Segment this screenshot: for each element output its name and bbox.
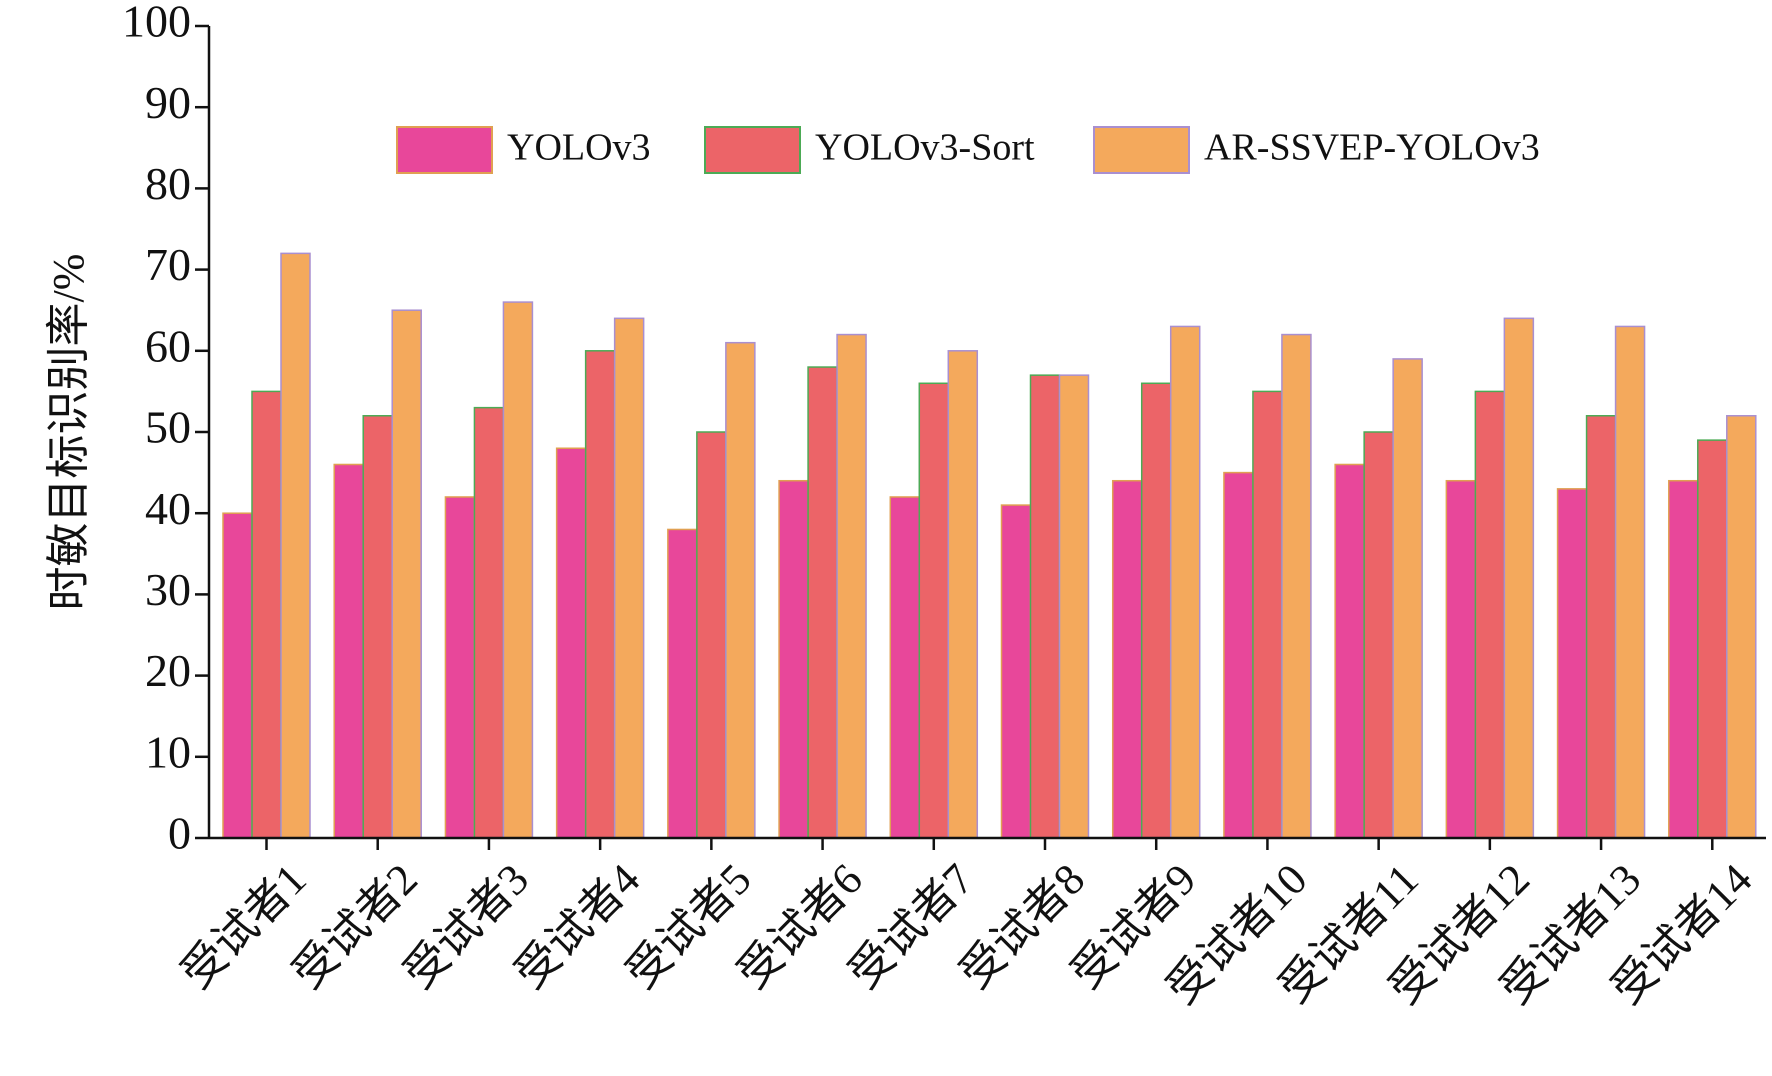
bar-yolov3-sort-4 xyxy=(584,350,616,839)
bar-yolov3-sort-5 xyxy=(696,431,727,839)
legend: YOLOv3 YOLOv3-Sort AR-SSVEP-YOLOv3 xyxy=(396,126,1540,174)
y-tick-label: 30 xyxy=(145,564,191,615)
bar-ar-ssvep-yolov3-10 xyxy=(1281,333,1312,839)
bar-yolov3-1 xyxy=(222,512,253,839)
bar-yolov3-7 xyxy=(889,496,921,839)
bar-yolov3-sort-8 xyxy=(1029,374,1061,839)
y-tick-label: 70 xyxy=(145,239,191,290)
legend-swatch xyxy=(704,126,801,174)
bar-yolov3-sort-3 xyxy=(473,406,505,839)
bar-ar-ssvep-yolov3-4 xyxy=(613,317,645,839)
x-tick-label: 受试者7 xyxy=(839,854,983,998)
x-tick-label: 受试者6 xyxy=(728,854,872,998)
bar-yolov3-4 xyxy=(555,447,587,839)
bar-yolov3-5 xyxy=(667,528,698,839)
legend-label: YOLOv3 xyxy=(507,127,651,169)
y-axis-label: 时敏目标识别率/% xyxy=(44,254,93,611)
y-ticks: 0 10 20 30 40 50 60 70 80 90 100 xyxy=(122,0,209,859)
x-tick-label: 受试者2 xyxy=(283,854,427,998)
bar-ar-ssvep-yolov3-5 xyxy=(725,341,756,839)
bar-yolov3-14 xyxy=(1668,479,1699,839)
bar-yolov3-sort-14 xyxy=(1697,439,1728,839)
y-tick-label: 100 xyxy=(122,0,191,47)
bar-yolov3-13 xyxy=(1556,488,1588,839)
bar-yolov3-2 xyxy=(333,463,364,839)
bar-yolov3-11 xyxy=(1334,463,1365,839)
y-tick-label: 80 xyxy=(145,158,191,209)
bar-yolov3-8 xyxy=(1000,504,1032,839)
legend-label: AR-SSVEP-YOLOv3 xyxy=(1204,127,1540,169)
bar-yolov3-12 xyxy=(1445,479,1477,839)
bar-yolov3-3 xyxy=(444,496,476,839)
legend-swatch xyxy=(396,126,493,174)
x-ticks: 受试者1受试者2受试者3受试者4受试者5受试者6受试者7受试者8受试者9受试者1… xyxy=(172,838,1761,1014)
y-tick-label: 60 xyxy=(145,320,191,371)
y-tick-label: 40 xyxy=(145,483,191,534)
bar-ar-ssvep-yolov3-9 xyxy=(1169,325,1201,839)
x-tick-label: 受试者3 xyxy=(395,854,539,998)
bar-yolov3-sort-1 xyxy=(251,390,282,839)
bar-ar-ssvep-yolov3-3 xyxy=(502,301,534,839)
bar-ar-ssvep-yolov3-1 xyxy=(280,252,311,839)
bar-ar-ssvep-yolov3-11 xyxy=(1392,358,1423,839)
legend-swatch xyxy=(1093,126,1190,174)
bar-ar-ssvep-yolov3-13 xyxy=(1614,325,1646,839)
bar-yolov3-sort-7 xyxy=(918,382,950,839)
bar-yolov3-9 xyxy=(1111,479,1143,839)
bar-yolov3-sort-9 xyxy=(1140,382,1172,839)
bars-layer xyxy=(222,252,1757,839)
y-tick-label: 10 xyxy=(145,726,191,777)
bar-yolov3-sort-6 xyxy=(807,366,838,839)
bar-yolov3-sort-10 xyxy=(1252,390,1283,839)
bar-ar-ssvep-yolov3-6 xyxy=(836,333,867,839)
y-tick-label: 90 xyxy=(145,77,191,128)
bar-yolov3-sort-12 xyxy=(1474,390,1506,839)
y-tick-label: 20 xyxy=(145,645,191,696)
x-tick-label: 受试者8 xyxy=(951,854,1095,998)
bar-ar-ssvep-yolov3-7 xyxy=(947,350,979,839)
bar-ar-ssvep-yolov3-14 xyxy=(1726,415,1757,839)
bar-yolov3-10 xyxy=(1223,471,1254,839)
x-tick-label: 受试者4 xyxy=(506,854,650,998)
bar-yolov3-sort-13 xyxy=(1585,415,1617,839)
bar-yolov3-6 xyxy=(778,479,809,839)
bar-yolov3-sort-2 xyxy=(362,415,393,839)
bar-yolov3-sort-11 xyxy=(1363,431,1394,839)
x-tick-label: 受试者1 xyxy=(172,854,316,998)
y-tick-label: 0 xyxy=(168,808,191,859)
bar-ar-ssvep-yolov3-2 xyxy=(391,309,422,839)
y-tick-label: 50 xyxy=(145,402,191,453)
bar-ar-ssvep-yolov3-8 xyxy=(1058,374,1090,839)
x-tick-label: 受试者5 xyxy=(617,854,761,998)
legend-label: YOLOv3-Sort xyxy=(815,127,1035,169)
bar-ar-ssvep-yolov3-12 xyxy=(1503,317,1535,839)
